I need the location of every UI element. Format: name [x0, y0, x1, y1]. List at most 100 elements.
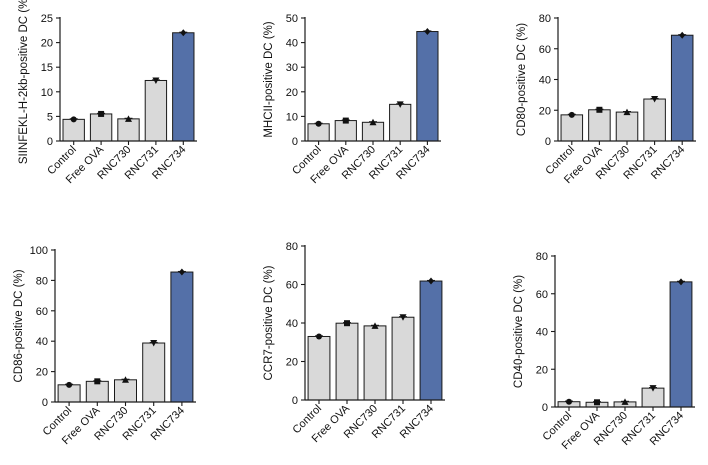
data-point-marker: [424, 28, 431, 36]
y-tick-label: 0: [47, 136, 53, 148]
y-tick-label: 0: [292, 395, 298, 407]
data-point-marker: [649, 385, 657, 392]
y-axis-title: CD86-positive DC (%): [13, 269, 25, 382]
y-tick-label: 40: [36, 336, 48, 348]
bar-free-ova: [85, 380, 109, 403]
y-tick-label: 40: [286, 38, 298, 50]
y-tick-label: 20: [36, 367, 48, 379]
y-tick-label: 40: [286, 318, 298, 330]
data-point-marker: [66, 381, 73, 388]
y-tick-label: 30: [286, 62, 298, 74]
data-point-marker: [342, 117, 349, 124]
data-point-marker: [396, 101, 404, 108]
y-tick-label: 20: [539, 105, 551, 117]
y-axis-title: SIINFEKL-H-2kb-positive DC (%): [18, 0, 30, 164]
y-tick-label: 0: [545, 136, 551, 148]
data-point-marker: [152, 77, 160, 84]
y-tick-label: 20: [41, 38, 53, 50]
y-axis-title: CD80-positive DC (%): [516, 23, 528, 136]
bar-rnc731: [144, 79, 168, 142]
y-tick-label: 15: [41, 62, 53, 74]
y-tick-label: 10: [41, 87, 53, 99]
bar-free-ova: [89, 113, 113, 142]
bar-free-ova: [334, 120, 357, 142]
data-point-marker: [180, 29, 187, 37]
data-point-marker: [621, 398, 629, 405]
bar-rnc734: [172, 32, 195, 142]
bar-rnc730: [117, 118, 140, 142]
y-axis-title: CD40-positive DC (%): [513, 275, 525, 388]
y-tick-label: 25: [41, 13, 53, 25]
data-point-marker: [344, 320, 350, 327]
y-tick-label: 5: [47, 111, 53, 123]
data-point-marker: [125, 115, 132, 122]
data-point-marker: [428, 277, 434, 285]
data-point-marker: [315, 120, 322, 127]
data-point-marker: [678, 278, 684, 286]
y-tick-label: 50: [286, 13, 298, 25]
data-point-marker: [70, 116, 77, 123]
bar-rnc730: [114, 379, 137, 403]
data-point-marker: [371, 322, 379, 329]
data-point-marker: [178, 268, 185, 276]
data-point-marker: [150, 340, 158, 347]
bar-rnc734: [669, 281, 693, 408]
y-tick-label: 10: [286, 111, 298, 123]
y-tick-label: 80: [36, 275, 48, 287]
bar-rnc730: [363, 325, 387, 401]
bar-rnc730: [615, 111, 639, 142]
y-axis-title: MHCII-positive DC (%): [263, 21, 275, 137]
bar-free-ova: [588, 109, 611, 142]
y-tick-label: 100: [30, 245, 48, 257]
bar-rnc734: [170, 271, 194, 403]
data-point-marker: [369, 118, 377, 126]
y-tick-label: 0: [42, 397, 48, 409]
data-point-marker: [98, 110, 105, 117]
data-point-marker: [596, 106, 603, 113]
data-point-marker: [566, 398, 572, 405]
data-point-marker: [94, 378, 101, 385]
y-tick-label: 60: [536, 289, 548, 301]
y-tick-label: 80: [286, 241, 298, 253]
bar-control: [560, 114, 584, 142]
data-point-marker: [122, 376, 129, 383]
y-tick-label: 20: [536, 364, 548, 376]
y-tick-label: 80: [539, 13, 551, 25]
bar-rnc734: [670, 34, 694, 142]
bar-rnc731: [391, 316, 415, 401]
y-tick-label: 40: [539, 75, 551, 87]
y-tick-label: 60: [286, 280, 298, 292]
y-tick-label: 20: [286, 87, 298, 99]
data-point-marker: [651, 96, 659, 103]
data-point-marker: [316, 333, 322, 340]
y-tick-label: 60: [539, 44, 551, 56]
y-tick-label: 0: [542, 402, 548, 414]
data-point-marker: [594, 399, 600, 406]
data-point-marker: [399, 314, 407, 321]
y-tick-label: 60: [36, 306, 48, 318]
data-point-marker: [623, 108, 631, 116]
bar-rnc731: [643, 98, 666, 142]
y-tick-label: 20: [286, 357, 298, 369]
bar-rnc731: [389, 103, 412, 142]
bar-rnc734: [419, 280, 443, 401]
data-point-marker: [568, 111, 575, 118]
bar-rnc734: [416, 31, 439, 142]
y-axis-title: CCR7-positive DC (%): [263, 265, 275, 380]
bar-control: [62, 118, 85, 142]
y-tick-label: 40: [536, 327, 548, 339]
y-tick-label: 80: [536, 251, 548, 263]
bar-free-ova: [335, 322, 359, 401]
bar-rnc731: [142, 342, 166, 403]
bar-control: [307, 335, 331, 401]
y-tick-label: 0: [292, 136, 298, 148]
data-point-marker: [679, 31, 686, 39]
